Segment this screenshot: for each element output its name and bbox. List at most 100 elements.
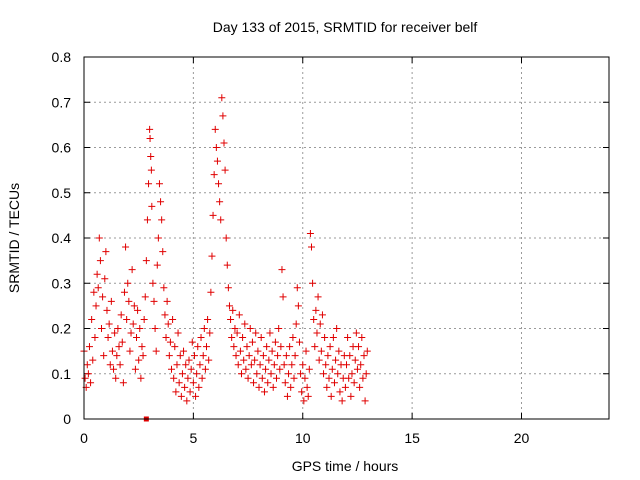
data-point (315, 356, 323, 364)
data-point (298, 388, 306, 396)
data-point (245, 352, 253, 360)
data-point (348, 370, 356, 378)
data-point (194, 343, 202, 351)
data-point (341, 383, 349, 391)
data-point (177, 392, 185, 400)
data-point (172, 388, 180, 396)
data-point (312, 306, 320, 314)
data-point (199, 352, 207, 360)
data-point (182, 361, 190, 369)
data-point (350, 379, 358, 387)
data-point (270, 361, 278, 369)
data-point (131, 365, 139, 373)
data-point (96, 257, 104, 265)
data-point (227, 315, 235, 323)
data-point (126, 347, 134, 355)
data-point (137, 374, 145, 382)
data-point (286, 343, 294, 351)
data-point (265, 356, 273, 364)
y-axis-title: SRMTID / TECUs (6, 183, 22, 293)
data-point (310, 315, 318, 323)
data-point (273, 374, 280, 382)
data-point (305, 365, 313, 373)
data-point (205, 356, 213, 364)
data-point (155, 180, 163, 188)
data-point (175, 379, 183, 387)
data-point (116, 361, 124, 369)
data-point (192, 392, 200, 400)
data-point (221, 166, 229, 174)
data-point (302, 347, 310, 355)
data-point (220, 139, 228, 147)
data-point (242, 365, 250, 373)
data-point (187, 365, 195, 373)
data-point (161, 311, 169, 319)
data-point (251, 356, 259, 364)
data-point (103, 306, 111, 314)
data-point (320, 370, 328, 378)
data-point (163, 297, 171, 305)
data-point (288, 361, 296, 369)
data-point (262, 365, 270, 373)
data-point (292, 320, 300, 328)
data-point (129, 320, 137, 328)
data-point (295, 338, 303, 346)
data-point (274, 352, 282, 360)
data-point (238, 370, 245, 378)
data-point (229, 306, 237, 314)
data-point (335, 347, 343, 355)
data-point (301, 374, 309, 382)
data-point (146, 125, 154, 133)
data-point (83, 361, 91, 369)
data-point (178, 370, 186, 378)
data-point (201, 365, 209, 373)
data-point (207, 288, 215, 296)
data-point (358, 334, 366, 342)
data-point (209, 211, 217, 219)
data-point (230, 343, 238, 351)
data-point (361, 397, 369, 405)
data-point (336, 388, 344, 396)
data-point (151, 325, 159, 332)
data-point (100, 352, 108, 360)
data-point (279, 293, 287, 301)
data-point (130, 302, 138, 310)
x-tick-label: 20 (514, 430, 530, 446)
data-point (141, 293, 149, 301)
plot-frame (83, 56, 610, 420)
data-point (217, 216, 225, 224)
data-point (87, 379, 95, 387)
data-point (149, 279, 157, 287)
data-point (112, 374, 120, 382)
data-point (318, 311, 326, 319)
data-point (260, 388, 268, 396)
data-point (309, 279, 317, 287)
data-point (332, 356, 340, 364)
data-point (344, 334, 352, 342)
data-point (282, 352, 290, 360)
data-point (291, 352, 299, 360)
data-point (290, 374, 298, 382)
data-point (200, 325, 208, 332)
data-point (269, 383, 277, 391)
data-point (210, 171, 218, 179)
data-point (256, 361, 264, 369)
data-point (299, 361, 307, 369)
data-point (204, 315, 212, 323)
data-point (250, 379, 258, 387)
data-point (108, 347, 116, 355)
data-point (278, 266, 286, 274)
data-point (235, 311, 243, 319)
data-point (81, 374, 89, 382)
data-point (206, 329, 214, 337)
y-tick-label: 0.2 (52, 321, 72, 337)
data-point (323, 383, 331, 391)
y-tick-label: 0.4 (52, 230, 72, 246)
data-point (85, 343, 93, 351)
data-point (228, 334, 236, 342)
data-point (258, 374, 266, 382)
data-point (303, 383, 311, 391)
data-point (325, 374, 333, 382)
data-point (189, 379, 197, 387)
data-point (92, 302, 100, 310)
